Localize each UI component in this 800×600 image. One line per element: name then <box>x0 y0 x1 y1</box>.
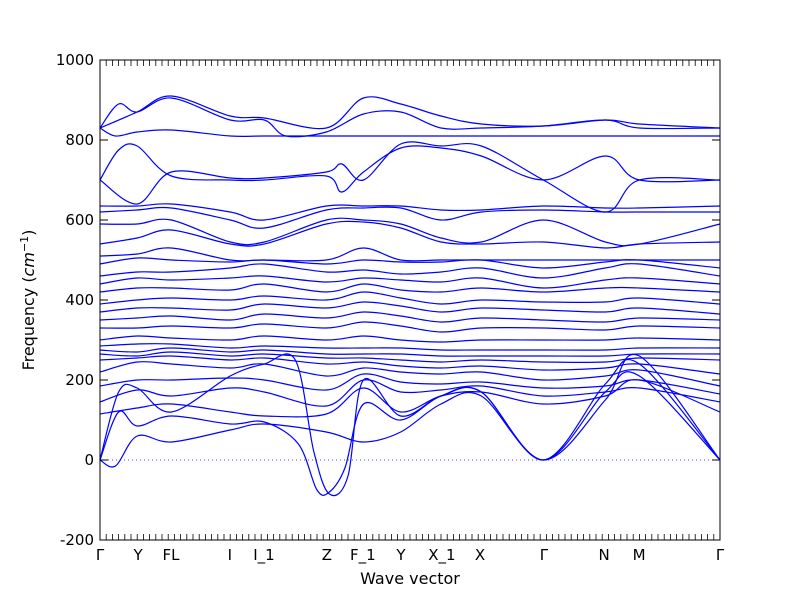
band-line-24 <box>99 206 720 229</box>
x-tick-label: X <box>475 546 485 564</box>
band-line-17 <box>99 283 721 293</box>
x-tick-label: Γ <box>96 546 105 564</box>
band-line-6 <box>99 373 721 395</box>
band-line-18 <box>99 275 721 289</box>
x-tick-label: Z <box>322 546 332 564</box>
x-tick-label: Y <box>133 546 144 564</box>
band-line-5 <box>99 379 721 407</box>
y-tick-label: 400 <box>65 291 94 309</box>
x-tick-label: I <box>228 546 232 564</box>
x-tick-label: FL <box>162 546 180 564</box>
band-line-26 <box>99 143 721 193</box>
x-tick-label: Γ <box>716 546 725 564</box>
band-line-7 <box>99 361 721 387</box>
x-tick-label: M <box>633 546 646 564</box>
band-line-9 <box>99 351 721 363</box>
y-tick-label: 200 <box>65 371 94 389</box>
y-tick-label: 1000 <box>56 51 94 69</box>
y-tick-label: 800 <box>65 131 94 149</box>
band-line-15 <box>99 301 721 315</box>
band-line-3 <box>99 353 721 497</box>
band-line-16 <box>99 291 721 305</box>
band-line-25 <box>99 203 721 221</box>
y-axis-label-unit: cm <box>19 252 38 276</box>
ticks-layer: -200 0 200 400 600 800 1000 Γ Y FL I I_1 Z F_1 Y X_1 X Γ N… <box>56 51 725 565</box>
y-axis-label-text: Frequency ( <box>19 276 38 370</box>
band-line-8 <box>99 355 721 375</box>
band-line-2 <box>99 371 721 496</box>
band-line-22 <box>99 220 721 249</box>
y-tick-label: 0 <box>84 451 94 469</box>
x-axis-label: Wave vector <box>360 569 460 588</box>
band-line-14 <box>99 311 721 323</box>
y-tick-label: -200 <box>60 531 94 549</box>
band-line-4 <box>99 379 721 418</box>
band-line-10 <box>99 347 721 357</box>
band-line-13 <box>99 321 721 333</box>
band-line-19 <box>99 263 721 279</box>
y-axis-label: Frequency (cm−1) <box>18 230 38 371</box>
band-line-20 <box>99 257 721 269</box>
y-axis-label-exponent: −1 <box>18 236 31 252</box>
band-line-21 <box>99 247 720 262</box>
band-line-28 <box>99 127 720 138</box>
x-tick-label: X_1 <box>428 546 455 565</box>
x-tick-label: N <box>598 546 609 564</box>
x-tick-label: Γ <box>540 546 549 564</box>
band-line-30 <box>99 95 721 130</box>
band-line-23 <box>99 217 721 247</box>
band-line-29 <box>99 97 721 138</box>
band-line-12 <box>99 335 721 343</box>
x-tick-label: Y <box>395 546 406 564</box>
band-line-1 <box>99 353 721 468</box>
band-line-11 <box>99 343 721 351</box>
x-tick-label: F_1 <box>350 546 376 565</box>
x-tick-label: I_1 <box>253 546 274 565</box>
band-line-27 <box>99 141 721 213</box>
y-tick-label: 600 <box>65 211 94 229</box>
bands-layer <box>99 95 721 497</box>
y-axis-label-close: ) <box>19 230 38 236</box>
